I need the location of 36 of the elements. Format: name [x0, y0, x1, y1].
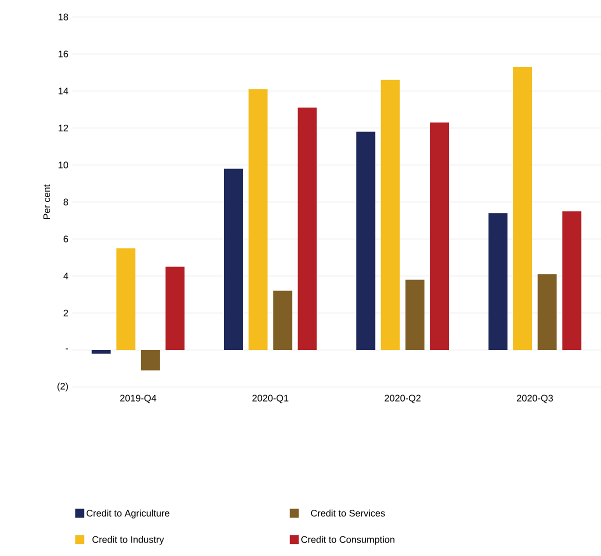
bar: [356, 132, 376, 350]
x-tick-label: 2020-Q1: [252, 394, 288, 404]
y-tick-label: 12: [58, 124, 68, 132]
bar: [92, 350, 111, 354]
bar: [562, 211, 582, 350]
y-tick-label: (2): [58, 382, 68, 392]
y-tick-label: 4: [63, 272, 68, 280]
y-tick-label: 18: [58, 14, 68, 20]
y-tick-label: 16: [58, 50, 68, 58]
bar: [405, 280, 424, 350]
bar: [513, 66, 532, 350]
x-tick-label: 2020-Q2: [384, 394, 421, 404]
legend-label: Credit to Industry: [92, 536, 164, 545]
bar: [298, 108, 317, 350]
y-tick-label: 10: [58, 162, 68, 168]
x-tick-label: 2019-Q4: [120, 394, 156, 404]
y-tick-label: -: [66, 348, 68, 350]
bar: [430, 122, 450, 350]
bar: [248, 89, 268, 350]
y-tick-label: 14: [58, 88, 68, 94]
bar: [380, 80, 400, 350]
bar: [224, 168, 243, 350]
y-axis-title: Per cent: [43, 184, 50, 219]
bar: [116, 248, 136, 350]
bar: [273, 290, 292, 350]
legend-label: Credit to Consumption: [301, 536, 394, 545]
legend-label: Credit to Agriculture: [86, 510, 170, 518]
bar: [538, 274, 557, 350]
legend-label: Credit to Services: [311, 510, 385, 517]
bar: [488, 213, 508, 350]
y-tick-label: 8: [64, 198, 68, 206]
y-tick-label: 6: [64, 236, 68, 242]
bar: [166, 266, 185, 350]
bar: [140, 350, 160, 370]
y-tick-label: 2: [64, 310, 68, 316]
x-tick-label: 2020-Q3: [516, 394, 553, 404]
